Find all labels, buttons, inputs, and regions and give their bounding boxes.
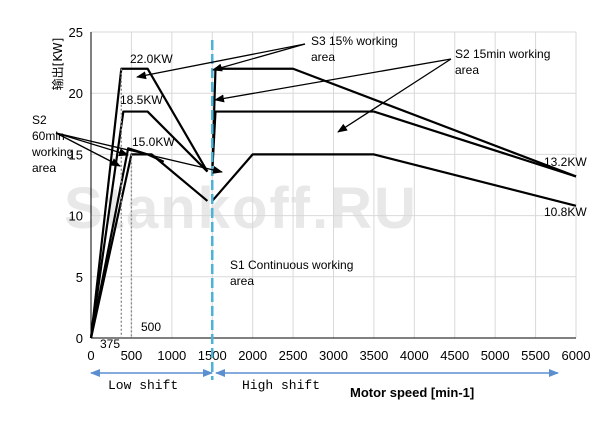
x-tick-label: 4000: [400, 348, 429, 363]
high-shift-label: High shift: [242, 378, 320, 393]
x-tick-label: 0: [87, 348, 94, 363]
y-tick-label: 20: [69, 86, 83, 101]
x-tick-label: 6000: [562, 348, 591, 363]
x-tick-label: 5500: [521, 348, 550, 363]
annotation-s2-60min: S2 60min working area: [31, 113, 73, 175]
label-10-8kw: 10.8KW: [544, 205, 587, 219]
label-13-2kw: 13.2KW: [544, 155, 587, 169]
x-tick-label: 1000: [157, 348, 186, 363]
annotation-s3-line: S3 15% working: [311, 34, 398, 48]
y-tick-labels: 0 5 10 15 20 25: [69, 25, 83, 346]
curves: [89, 67, 577, 339]
annotation-s3-line: area: [311, 50, 335, 64]
annotation-s2-60min-line: area: [32, 161, 56, 175]
series-line-2-low: [89, 110, 209, 339]
x-tick-label: 3500: [359, 348, 388, 363]
y-axis-label: 输出[KW]: [50, 38, 65, 91]
series-line-1-low: [89, 67, 209, 339]
arrow-s2-15-high: [337, 58, 452, 133]
marker-500-label: 500: [141, 320, 161, 334]
x-tick-label: 5000: [481, 348, 510, 363]
annotation-s2-15min: S2 15min working area: [455, 47, 550, 77]
arrow-s3-high: [212, 43, 306, 72]
series-line-2-high: [211, 110, 577, 178]
annotation-s1: S1 Continuous working area: [230, 258, 353, 288]
axes: [90, 32, 576, 339]
annotation-s2-60min-line: 60min: [32, 129, 65, 143]
annotation-s2-60min-line: working: [31, 145, 73, 159]
annotation-s2-15min-line: S2 15min working: [455, 47, 550, 61]
y-tick-label: 25: [69, 25, 83, 40]
series-line-1-high: [211, 67, 577, 178]
y-tick-label: 10: [69, 209, 83, 224]
annotation-s1-line: S1 Continuous working: [230, 258, 353, 272]
label-22kw: 22.0KW: [130, 52, 173, 66]
annotation-s2-15min-line: area: [455, 63, 479, 77]
x-axis-label: Motor speed [min-1]: [350, 385, 474, 400]
arrow-s2-15-low: [214, 58, 452, 103]
low-shift-label: Low shift: [108, 378, 178, 393]
annotation-s1-line: area: [230, 274, 254, 288]
y-tick-label: 15: [69, 147, 83, 162]
x-tick-labels: 0500100015002000250030003500400045005000…: [87, 348, 590, 363]
series-line-3-high: [211, 153, 577, 207]
marker-375-label: 375: [100, 337, 120, 351]
arrow-s2-60-c: [55, 132, 121, 167]
x-tick-label: 2000: [238, 348, 267, 363]
x-tick-label: 3000: [319, 348, 348, 363]
series-line-3-low: [89, 153, 209, 339]
annotation-arrows: [55, 43, 559, 377]
label-18-5kw: 18.5KW: [120, 93, 163, 107]
arrow-s2-60-a: [55, 132, 129, 157]
annotation-s2-60min-line: S2: [32, 113, 47, 127]
x-tick-label: 2500: [279, 348, 308, 363]
x-tick-label: 4500: [440, 348, 469, 363]
arrow-s3-low: [136, 43, 306, 80]
x-tick-label: 500: [121, 348, 143, 363]
series-line-4-low: [89, 147, 165, 339]
speed-markers: [120, 40, 214, 380]
annotation-s3: S3 15% working area: [311, 34, 398, 64]
watermark: Stankoff.RU: [64, 176, 418, 241]
arrow-s2-60-b: [55, 132, 223, 174]
y-tick-label: 0: [76, 331, 83, 346]
y-tick-label: 5: [76, 270, 83, 285]
label-15kw: 15.0KW: [132, 135, 175, 149]
